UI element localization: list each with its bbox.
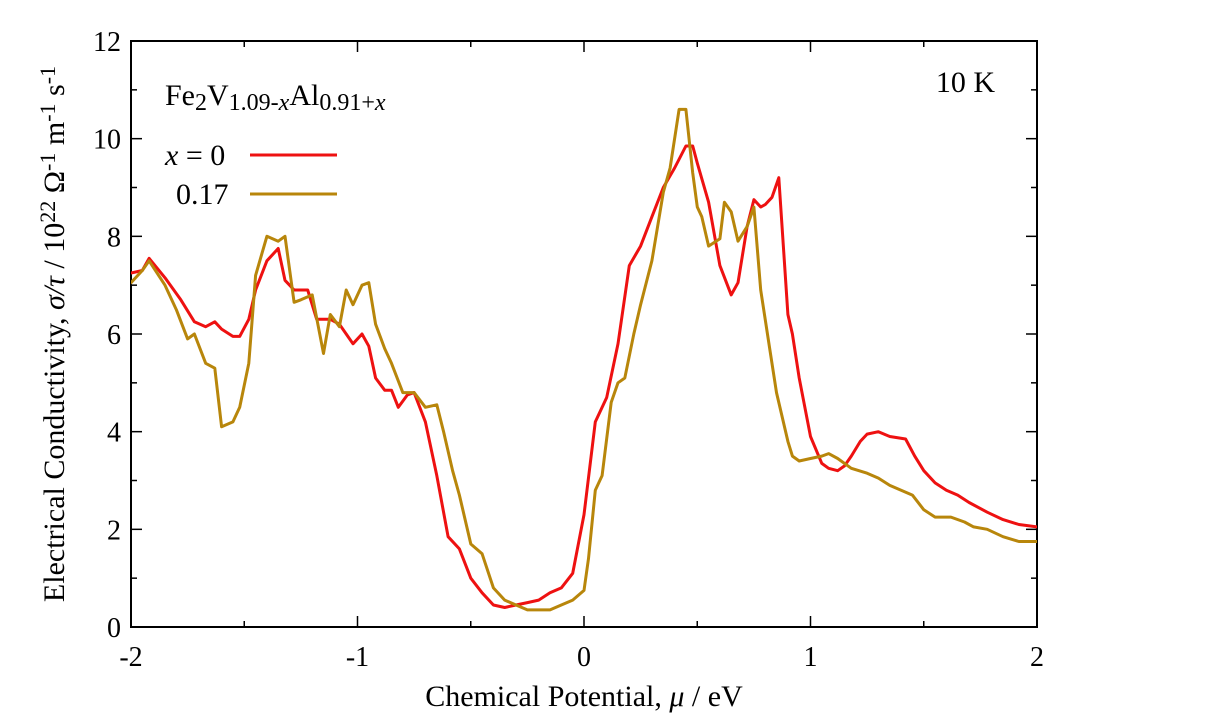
y-tick-label: 4: [107, 418, 121, 449]
legend-label-var: x: [164, 139, 179, 172]
plot-area-border: [130, 40, 1038, 628]
y-label-part: 22: [35, 201, 60, 223]
y-tick-label: 10: [93, 125, 121, 156]
legend-label-value: = 0: [178, 139, 225, 172]
x-axis-label: Chemical Potential, μ / eV: [425, 680, 743, 713]
y-tick-label: 6: [107, 320, 121, 351]
x-tick-label: -2: [119, 642, 142, 673]
series-layer: [131, 107, 1037, 612]
y-label-part: m: [38, 122, 71, 153]
series-line-1: [131, 107, 1037, 612]
legend-title-part: Fe: [165, 79, 195, 112]
y-label-part: σ/τ: [38, 275, 71, 310]
y-tick-label: 12: [93, 27, 121, 58]
legend: x = 0 0.17: [164, 139, 337, 211]
y-tick-label: 2: [107, 515, 121, 546]
legend-title-part: V: [207, 79, 229, 112]
y-label-part: -1: [35, 103, 60, 121]
y-label-part: Electrical Conductivity,: [38, 310, 71, 602]
x-tick-label: 1: [804, 642, 818, 673]
plot-frame: [130, 40, 1038, 628]
temperature-annotation: 10 K: [936, 66, 996, 99]
legend-label-value: 0.17: [176, 178, 229, 211]
x-tick-label: 0: [577, 642, 591, 673]
axis-ticks: [130, 40, 1038, 628]
series-line-0: [131, 144, 1037, 609]
legend-label-1: 0.17: [176, 178, 229, 211]
x-label-text: Chemical Potential,: [425, 680, 669, 713]
legend-title-part: x: [374, 90, 386, 116]
x-tick-label: -1: [346, 642, 369, 673]
y-label-part: -1: [35, 153, 60, 171]
legend-title-part: Al: [289, 79, 319, 112]
legend-title-part: 0.91+: [319, 90, 375, 116]
y-label-part: -1: [35, 66, 60, 84]
legend-title-part: 1.09-: [229, 90, 279, 116]
y-label-part: Ω: [38, 171, 71, 201]
y-tick-label: 8: [107, 222, 121, 253]
x-label-unit: / eV: [684, 680, 743, 713]
legend-title-part: x: [278, 90, 290, 116]
y-axis-label: Electrical Conductivity, σ/τ / 1022 Ω-1 …: [35, 66, 71, 602]
y-label-part: s: [38, 84, 71, 103]
x-tick-label: 2: [1030, 642, 1044, 673]
legend-title-part: 2: [195, 90, 207, 116]
y-tick-label: 0: [107, 613, 121, 644]
x-label-symbol: μ: [668, 680, 684, 713]
legend-title: Fe2V1.09-xAl0.91+x: [165, 79, 386, 116]
legend-label-0: x = 0: [164, 139, 225, 172]
y-label-part: / 10: [38, 223, 71, 276]
